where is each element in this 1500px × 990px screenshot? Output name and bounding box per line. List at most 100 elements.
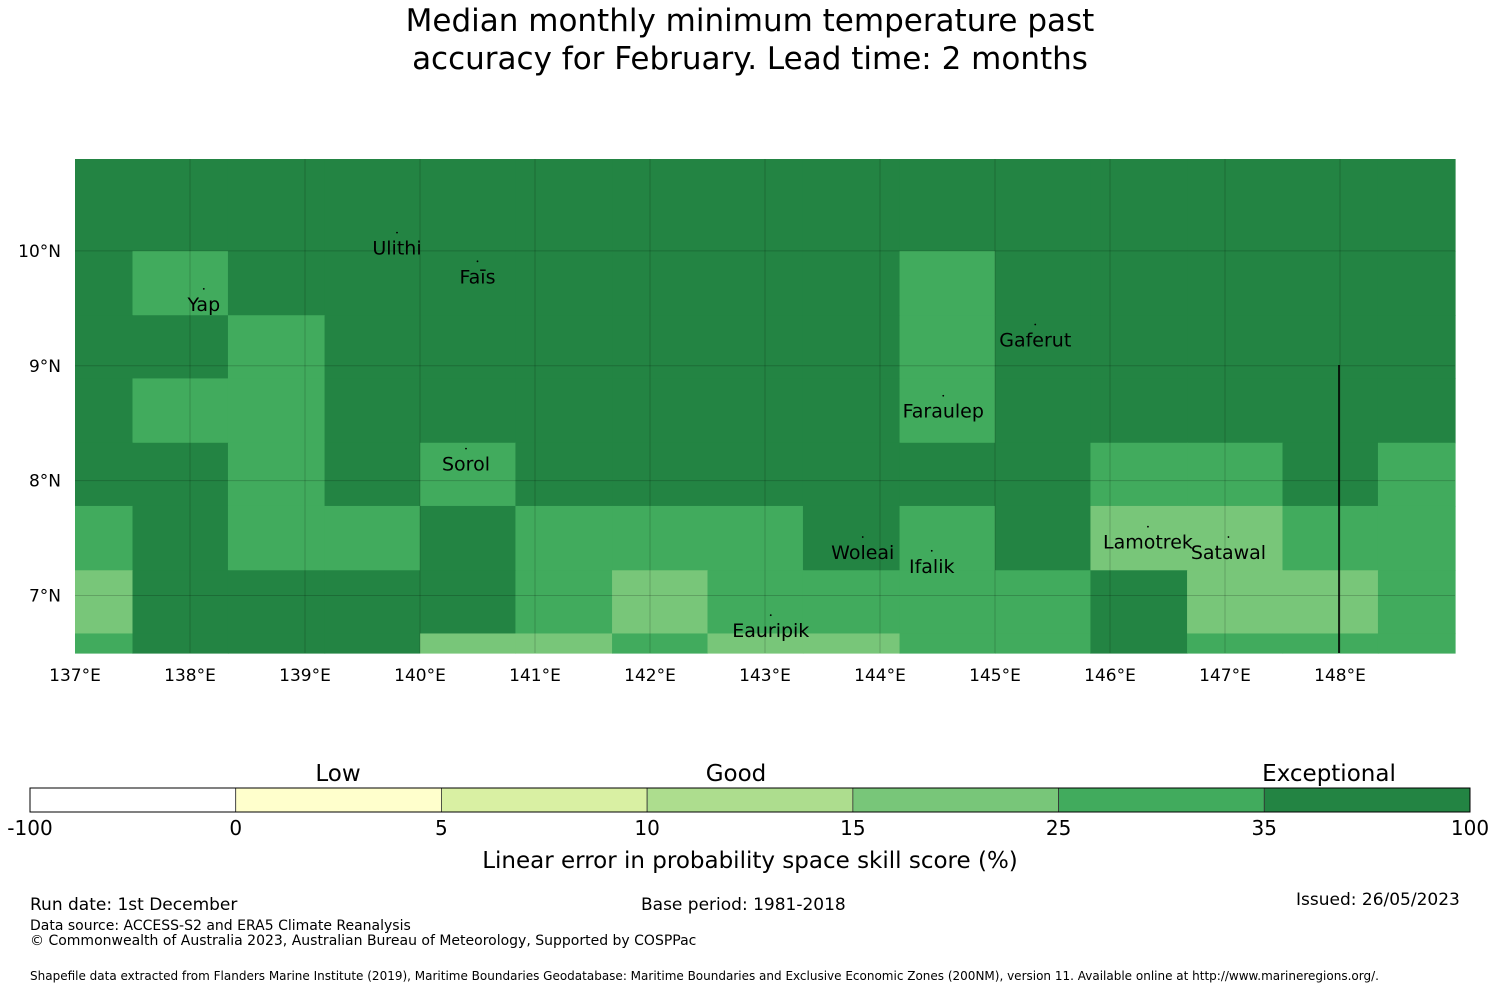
colorbar-segment bbox=[29, 787, 237, 813]
island-label: Faraulep bbox=[903, 401, 984, 423]
grid-cell bbox=[1187, 570, 1284, 635]
grid-cell bbox=[515, 250, 613, 316]
grid-cell bbox=[75, 442, 134, 507]
colorbar-tick-label: 100 bbox=[1451, 816, 1489, 840]
grid-cell bbox=[1282, 250, 1379, 316]
lat-tick-label: 8°N bbox=[29, 472, 61, 492]
grid-cell bbox=[132, 442, 229, 507]
grid-cell bbox=[1187, 250, 1284, 316]
grid-cell bbox=[420, 442, 517, 507]
colorbar-segment bbox=[235, 787, 442, 813]
grid-cell bbox=[324, 250, 421, 316]
grid-cell bbox=[75, 570, 134, 635]
grid-cell bbox=[707, 633, 804, 654]
island-label: Satawal bbox=[1191, 542, 1266, 564]
lon-tick-label: 148°E bbox=[1314, 666, 1366, 686]
colorbar-tick-label: 35 bbox=[1252, 816, 1277, 840]
grid-cell bbox=[1090, 250, 1188, 316]
grid-cell bbox=[420, 159, 517, 252]
colorbar-tick-label: 10 bbox=[634, 816, 659, 840]
colorbar-tick-label: 15 bbox=[840, 816, 865, 840]
lon-tick-label: 147°E bbox=[1199, 666, 1251, 686]
grid-cell bbox=[1090, 505, 1188, 571]
grid-cell bbox=[802, 378, 901, 444]
issued-date: Issued: 26/05/2023 bbox=[1296, 890, 1460, 910]
grid-cell bbox=[75, 315, 134, 380]
grid-cell bbox=[612, 442, 709, 507]
grid-cell bbox=[1377, 570, 1456, 635]
grid-cell bbox=[75, 250, 134, 316]
grid-cell bbox=[802, 159, 901, 252]
grid-cell bbox=[1187, 315, 1284, 380]
grid-cell bbox=[1090, 378, 1188, 444]
grid-cell bbox=[707, 378, 804, 444]
island-marker bbox=[769, 614, 772, 617]
grid-cell bbox=[515, 570, 613, 635]
colorbar-category-label: Good bbox=[706, 761, 767, 787]
grid-cell bbox=[227, 250, 326, 316]
grid-cell bbox=[324, 633, 421, 654]
island-label: Ifalik bbox=[909, 556, 955, 578]
island-label: Yap bbox=[186, 294, 220, 316]
grid-cell bbox=[1090, 442, 1188, 507]
title-line-1: Median monthly minimum temperature past bbox=[405, 3, 1095, 39]
grid-cell bbox=[515, 315, 613, 380]
grid-cell bbox=[75, 633, 134, 654]
graticule bbox=[75, 159, 1455, 653]
grid-cell bbox=[1282, 505, 1379, 571]
grid-cell bbox=[1282, 159, 1379, 252]
island-label: Lamotrek bbox=[1103, 532, 1193, 554]
grid-cell bbox=[1282, 315, 1379, 380]
grid-cell bbox=[132, 570, 229, 635]
colorbar-tick-label: 5 bbox=[435, 816, 448, 840]
grid-cell bbox=[707, 250, 804, 316]
grid-cell bbox=[612, 378, 709, 444]
grid-cell bbox=[227, 442, 326, 507]
grid-cell bbox=[227, 315, 326, 380]
colorbar-category-label: Low bbox=[315, 761, 360, 787]
latitude-tick-labels: 10°N 9°N 8°N 7°N bbox=[18, 242, 61, 607]
grid-cell bbox=[515, 159, 613, 252]
grid-cell bbox=[515, 378, 613, 444]
colorbar-frame bbox=[29, 787, 1471, 813]
lon-tick-label: 142°E bbox=[624, 666, 676, 686]
island-label: Ulithi bbox=[372, 238, 421, 260]
colorbar-title: Linear error in probability space skill … bbox=[482, 848, 1018, 874]
island-label: Faīs bbox=[459, 266, 495, 288]
grid-cell bbox=[899, 378, 996, 444]
grid-cell bbox=[899, 159, 996, 252]
grid-cell bbox=[75, 159, 134, 252]
island-marker bbox=[396, 231, 398, 234]
grid-cell bbox=[995, 159, 1092, 252]
island-labels: Ulithi Yap Faīs Gaferut Faraulep Sorol Woleai I… bbox=[186, 231, 1266, 642]
grid-cell bbox=[1282, 633, 1379, 654]
lon-tick-label: 140°E bbox=[394, 666, 446, 686]
grid-cell bbox=[227, 570, 326, 635]
grid-cell bbox=[802, 570, 901, 635]
grid-cell bbox=[1377, 505, 1456, 571]
grid-cell bbox=[995, 570, 1092, 635]
island-label: Sorol bbox=[442, 454, 490, 476]
island-marker bbox=[930, 549, 933, 552]
island-label: Eauripik bbox=[732, 620, 809, 642]
grid-cell bbox=[802, 633, 901, 654]
grid-cell bbox=[612, 505, 709, 571]
island-marker bbox=[202, 288, 205, 290]
lon-tick-label: 146°E bbox=[1084, 666, 1136, 686]
colorbar-segment bbox=[1263, 787, 1471, 813]
island-marker bbox=[861, 536, 864, 538]
grid-cell bbox=[1090, 633, 1188, 654]
grid-cell bbox=[612, 159, 709, 252]
island-label: Gaferut bbox=[999, 330, 1071, 352]
grid-cell bbox=[612, 570, 709, 635]
colorbar-segment bbox=[1058, 787, 1265, 813]
grid-cell bbox=[227, 633, 326, 654]
grid-cell bbox=[802, 442, 901, 507]
grid-cell bbox=[227, 159, 326, 252]
grid-cell bbox=[324, 505, 421, 571]
longitude-tick-labels: 137°E 138°E 139°E 140°E 141°E 142°E 143°E 144°E… bbox=[49, 666, 1366, 686]
grid-cell bbox=[75, 378, 134, 444]
lon-tick-label: 137°E bbox=[49, 666, 101, 686]
grid-cell bbox=[1377, 442, 1456, 507]
lat-tick-label: 9°N bbox=[29, 357, 61, 377]
